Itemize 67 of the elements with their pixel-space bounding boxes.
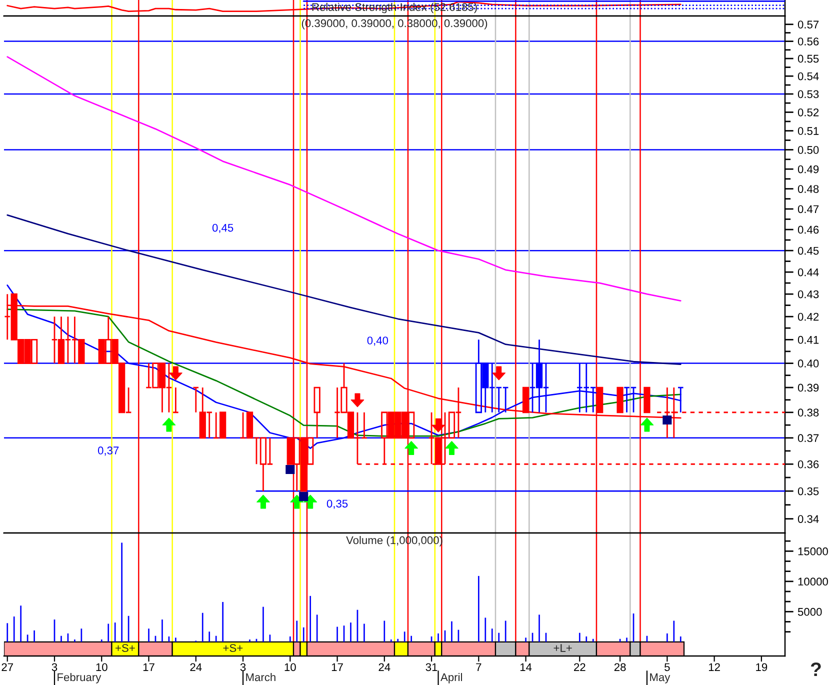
point <box>290 494 304 509</box>
x-tick-label: 24 <box>378 663 390 671</box>
x-tick-label: 7 <box>476 663 482 671</box>
point <box>492 366 506 380</box>
x-tick-label: 5 <box>664 663 670 672</box>
y-tick-label: 0.34 <box>798 515 819 523</box>
y-tick-label: 0.39 <box>798 384 819 392</box>
y-tick-label: 0.56 <box>798 38 819 46</box>
y-tick-label: 0.53 <box>798 90 819 98</box>
x-tick-label: 27 <box>2 663 13 671</box>
y-tick-label: 0.47 <box>798 205 819 214</box>
y-tick-label: 0.41 <box>798 336 819 344</box>
y-tick-label: 0.55 <box>798 54 819 63</box>
y-tick-label: 0.46 <box>798 226 819 234</box>
y-tick-label: 0.51 <box>798 127 819 135</box>
x-tick-label: 22 <box>574 663 586 671</box>
y-tick-label: 0.42 <box>798 312 819 321</box>
x-tick-label: 10 <box>284 663 296 672</box>
x-tick-label: 19 <box>756 663 768 672</box>
y-tick-label: 0.37 <box>798 434 819 442</box>
y-tick-label: 0.50 <box>798 146 819 154</box>
text: April <box>440 673 462 684</box>
y-tick-label: 0.52 <box>798 108 819 116</box>
text: ? <box>810 662 821 676</box>
text: May <box>650 673 670 684</box>
x-tick-label: 3 <box>240 663 246 672</box>
x-tick-label: 24 <box>190 663 202 671</box>
y-tick-label: 0.54 <box>798 72 819 80</box>
annotation: 0,35 <box>326 500 348 509</box>
x-tick-label: 17 <box>332 663 343 671</box>
y-tick-label: 0.38 <box>798 408 819 417</box>
band-label: +S+ <box>116 644 135 652</box>
x-tick-label: 31 <box>426 663 438 672</box>
y-tick-label: 0.44 <box>798 268 819 276</box>
y-tick-label: 10000 <box>798 578 828 586</box>
point <box>350 393 364 408</box>
y-tick-label: 0.49 <box>798 165 819 174</box>
y-tick-label: 0.35 <box>798 487 819 496</box>
annotation: 0,40 <box>367 336 388 346</box>
band-label: +L+ <box>554 644 572 652</box>
point <box>432 418 445 432</box>
point <box>640 418 654 432</box>
y-tick-label: 15000 <box>798 547 828 556</box>
annotation: 0,45 <box>212 224 234 234</box>
point <box>256 494 270 509</box>
point <box>662 415 672 424</box>
y-tick-label: 0.40 <box>798 360 819 368</box>
point <box>445 441 458 455</box>
y-tick-label: 0.48 <box>798 185 819 193</box>
point <box>304 494 318 509</box>
x-tick-label: 3 <box>52 663 58 672</box>
y-tick-label: 0.57 <box>798 20 819 28</box>
x-tick-label: 10 <box>96 663 108 672</box>
band-label: +S+ <box>223 644 243 652</box>
y-tick-label: 0.36 <box>798 460 819 468</box>
text: February <box>58 673 102 684</box>
text: March <box>246 673 276 682</box>
x-tick-label: 28 <box>614 663 626 672</box>
x-tick-label: 12 <box>708 663 720 671</box>
y-tick-label: 0.45 <box>798 246 819 255</box>
point <box>299 492 308 502</box>
point <box>286 464 295 474</box>
y-tick-label: 0.43 <box>798 290 819 298</box>
x-tick-label: 17 <box>143 663 154 671</box>
y-tick-label: 5000 <box>798 608 822 616</box>
x-tick-label: 14 <box>520 663 532 671</box>
point <box>404 441 418 455</box>
